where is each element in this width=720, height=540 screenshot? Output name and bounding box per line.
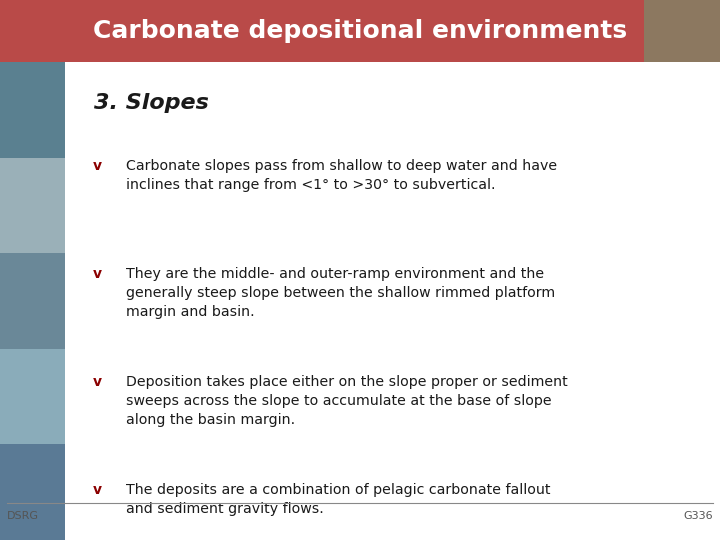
Text: G336: G336: [683, 511, 713, 522]
Text: Carbonate slopes pass from shallow to deep water and have
inclines that range fr: Carbonate slopes pass from shallow to de…: [126, 159, 557, 192]
Text: Carbonate depositional environments: Carbonate depositional environments: [93, 19, 627, 43]
Bar: [0, 158, 65, 253]
Text: Deposition takes place either on the slope proper or sediment
sweeps across the : Deposition takes place either on the slo…: [126, 375, 568, 427]
Text: The deposits are a combination of pelagic carbonate fallout
and sediment gravity: The deposits are a combination of pelagi…: [126, 483, 551, 516]
Text: They are the middle- and outer-ramp environment and the
generally steep slope be: They are the middle- and outer-ramp envi…: [126, 267, 555, 319]
Bar: [644, 0, 720, 62]
Text: v: v: [93, 267, 102, 281]
Text: v: v: [93, 483, 102, 497]
Text: DSRG: DSRG: [7, 511, 39, 522]
Bar: [0, 62, 65, 540]
Bar: [0, 253, 65, 349]
Text: v: v: [93, 159, 102, 173]
Bar: [0, 444, 65, 540]
Bar: [0, 349, 65, 444]
Text: v: v: [93, 375, 102, 389]
Bar: [0, 0, 720, 62]
Text: 3. Slopes: 3. Slopes: [94, 92, 209, 113]
Bar: [0, 62, 65, 158]
